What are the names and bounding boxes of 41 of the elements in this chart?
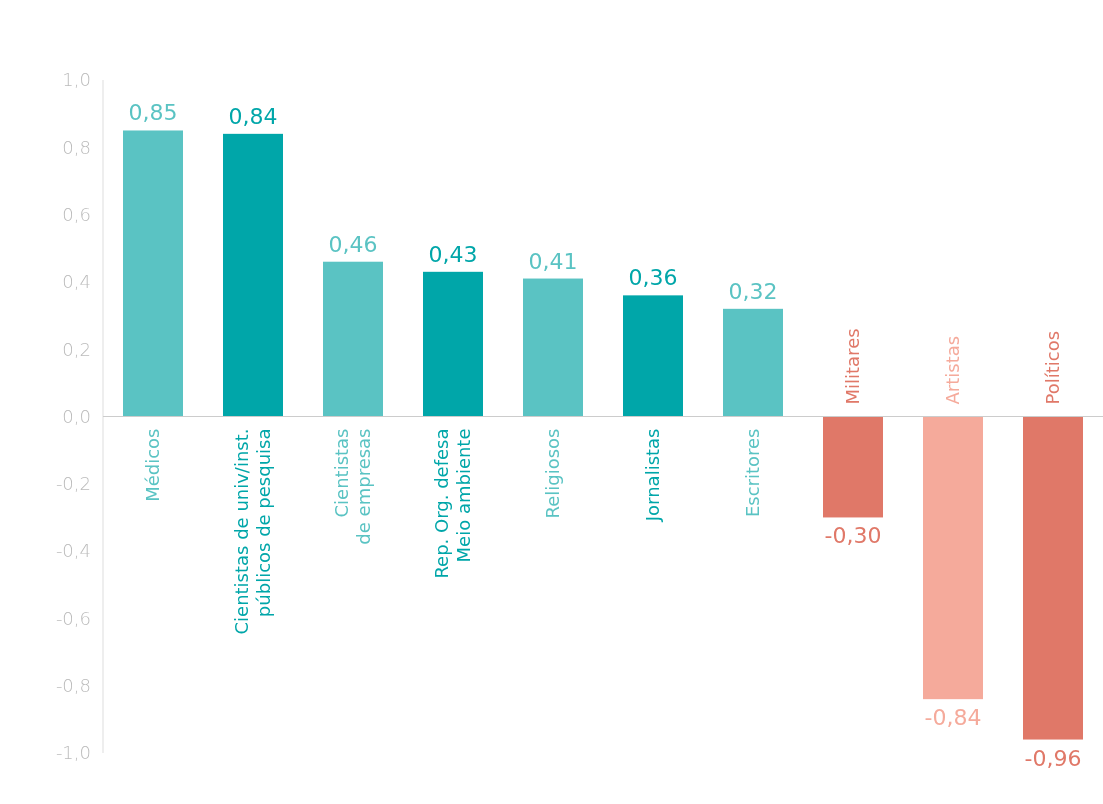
bar — [623, 295, 683, 417]
x-tick-label: Artistas — [942, 335, 964, 405]
y-tick-label: -0,4 — [55, 540, 91, 562]
y-tick-label: 0,0 — [62, 405, 91, 427]
data-label: 0,36 — [628, 265, 678, 291]
y-tick-label: 1,0 — [62, 69, 91, 91]
bar — [223, 133, 283, 417]
x-tick-label: Cientistas de univ/inst. públicos de pesquisa — [231, 428, 275, 635]
data-label: 0,41 — [528, 248, 578, 274]
x-tick-label: Cientistas de empresas — [331, 428, 375, 545]
bar — [1023, 416, 1083, 740]
x-tick-label: Escritores — [742, 428, 764, 518]
x-tick-label: Militares — [842, 328, 864, 405]
y-tick-label: -0,2 — [55, 473, 91, 495]
data-label: -0,84 — [924, 705, 982, 731]
x-tick-label: Políticos — [1042, 330, 1064, 405]
y-tick-label: -0,8 — [55, 675, 91, 696]
data-label: 0,85 — [128, 100, 178, 126]
bar — [923, 416, 983, 700]
x-tick-label: Rep. Org. defesa Meio ambiente — [431, 428, 475, 579]
x-tick-label: Jornalistas — [642, 428, 664, 523]
bar — [123, 130, 183, 417]
bar — [523, 278, 583, 417]
data-label: 0,46 — [328, 231, 378, 257]
bar — [423, 271, 483, 417]
data-label: 0,84 — [228, 103, 278, 129]
x-tick-label: Médicos — [142, 428, 164, 502]
bar — [323, 261, 383, 417]
y-tick-label: 0,6 — [62, 203, 91, 225]
data-label: 0,43 — [428, 241, 478, 267]
data-label: 0,32 — [728, 278, 778, 304]
data-label: -0,30 — [824, 523, 882, 549]
y-tick-label: 0,4 — [62, 271, 91, 293]
data-label: -0,96 — [1024, 745, 1082, 771]
bar — [723, 308, 783, 417]
y-tick-label: 0,2 — [62, 338, 91, 360]
y-tick-label: -0,6 — [55, 607, 91, 629]
x-tick-label: Religiosos — [542, 428, 564, 519]
bar — [823, 416, 883, 518]
y-tick-label: 0,8 — [62, 136, 91, 158]
y-tick-label: -1,0 — [55, 742, 91, 764]
